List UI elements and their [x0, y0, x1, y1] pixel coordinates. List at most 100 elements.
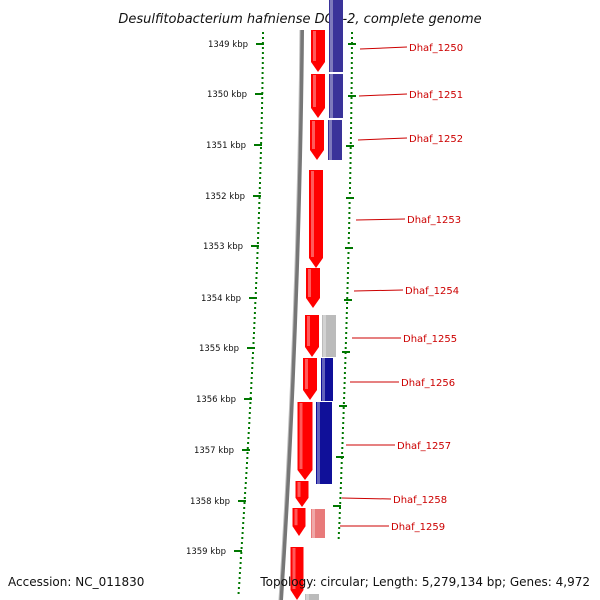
- track-dot: [342, 417, 345, 419]
- scale-dot: [238, 577, 241, 579]
- forward-gene-arrow[interactable]: [290, 547, 304, 600]
- track-dot: [339, 487, 342, 489]
- scale-dot: [259, 157, 262, 159]
- scale-dot: [249, 407, 252, 409]
- scale-dot: [248, 422, 251, 424]
- kbp-label: 1351 kbp: [206, 141, 246, 151]
- scale-dot: [260, 122, 263, 124]
- scale-dot: [248, 417, 251, 419]
- gene-shine: [311, 171, 314, 257]
- scale-dot: [259, 167, 262, 169]
- kbp-label: 1353 kbp: [203, 242, 243, 252]
- reverse-gene-box[interactable]: [321, 358, 333, 401]
- gene-shine: [330, 74, 333, 118]
- gene-label[interactable]: Dhaf_1252: [409, 134, 463, 145]
- scale-dot: [242, 512, 245, 514]
- track-dot: [344, 362, 347, 364]
- reverse-gene-box[interactable]: [329, 0, 343, 72]
- track-dot: [350, 62, 353, 64]
- gene-label[interactable]: Dhaf_1255: [403, 334, 457, 345]
- track-tick: [336, 456, 344, 458]
- track-dot: [350, 92, 353, 94]
- track-dot: [349, 137, 352, 139]
- track-dot: [346, 307, 348, 309]
- scale-dot: [240, 547, 243, 549]
- gene-label[interactable]: Dhaf_1259: [391, 522, 445, 533]
- scale-dot: [258, 197, 261, 199]
- scale-dot: [249, 392, 252, 394]
- scale-dot: [247, 442, 250, 444]
- track-dot: [348, 222, 351, 224]
- track-dot: [344, 357, 347, 359]
- scale-dot: [262, 37, 264, 39]
- forward-gene-arrow[interactable]: [292, 508, 306, 536]
- scale-dot: [260, 137, 263, 139]
- track-dot: [348, 212, 351, 214]
- gene-shine: [329, 120, 332, 160]
- gene-label[interactable]: Dhaf_1256: [401, 378, 455, 389]
- track-dot: [346, 287, 349, 289]
- kbp-label: 1356 kbp: [196, 395, 236, 405]
- gene-shine: [313, 31, 316, 61]
- track-dot: [344, 367, 347, 369]
- reverse-gene-box[interactable]: [305, 594, 319, 600]
- track-dot: [349, 142, 352, 144]
- reverse-gene-box[interactable]: [328, 120, 342, 160]
- gene-label[interactable]: Dhaf_1251: [409, 90, 463, 101]
- track-dot: [348, 227, 351, 229]
- track-dot: [338, 512, 341, 514]
- track-dot: [341, 452, 344, 454]
- scale-dot: [237, 592, 240, 594]
- scale-dot: [255, 267, 258, 269]
- track-dot: [349, 147, 352, 149]
- track-dot: [350, 127, 353, 129]
- track-dot: [345, 337, 348, 339]
- track-dot: [350, 82, 353, 84]
- scale-dot: [256, 242, 259, 244]
- label-leader-line: [341, 497, 392, 500]
- scale-tick: [253, 195, 261, 197]
- label-leader-line: [357, 137, 408, 141]
- track-dot: [347, 242, 350, 244]
- track-dot: [345, 332, 348, 334]
- scale-dot: [253, 322, 256, 324]
- track-dot: [339, 507, 341, 509]
- scale-dot: [255, 282, 258, 284]
- track-tick: [346, 145, 354, 147]
- scale-dot: [254, 307, 257, 309]
- gene-label[interactable]: Dhaf_1257: [397, 441, 451, 452]
- gene-label[interactable]: Dhaf_1250: [409, 43, 463, 54]
- gene-label[interactable]: Dhaf_1253: [407, 215, 461, 226]
- scale-dot: [252, 352, 254, 354]
- scale-dot: [261, 97, 264, 99]
- kbp-label: 1357 kbp: [194, 446, 234, 456]
- map-title: Desulfitobacterium hafniense DCB-2, comp…: [118, 12, 481, 27]
- track-dot: [342, 412, 345, 414]
- track-dot: [350, 72, 353, 74]
- scale-dot: [259, 177, 262, 179]
- track-dot: [345, 317, 348, 319]
- track-dot: [347, 237, 350, 239]
- scale-ticks: 1349 kbp 1350 kbp 1351 kbp 1352 kbp 1353 kbp…: [186, 40, 356, 557]
- gene-label[interactable]: Dhaf_1258: [393, 495, 447, 506]
- gene-shine: [312, 509, 315, 538]
- reverse-gene-box[interactable]: [316, 402, 332, 484]
- reverse-gene-box[interactable]: [322, 315, 336, 357]
- scale-dots: [237, 32, 264, 594]
- scale-dot: [258, 202, 261, 204]
- kbp-label: 1354 kbp: [201, 294, 241, 304]
- forward-gene-arrow[interactable]: [295, 481, 309, 507]
- track-dot: [350, 57, 353, 59]
- track-tick: [348, 43, 356, 45]
- track-dot: [340, 477, 343, 479]
- gene-label[interactable]: Dhaf_1254: [405, 286, 459, 297]
- scale-dot: [261, 57, 264, 59]
- gene-shine: [297, 482, 301, 497]
- reverse-gene-box[interactable]: [329, 74, 343, 118]
- track-dot: [339, 497, 342, 499]
- scale-dot: [261, 102, 264, 104]
- scale-tick: [256, 43, 264, 45]
- track-dot: [341, 447, 344, 449]
- gene-shine: [313, 75, 316, 107]
- reverse-gene-box[interactable]: [311, 509, 325, 538]
